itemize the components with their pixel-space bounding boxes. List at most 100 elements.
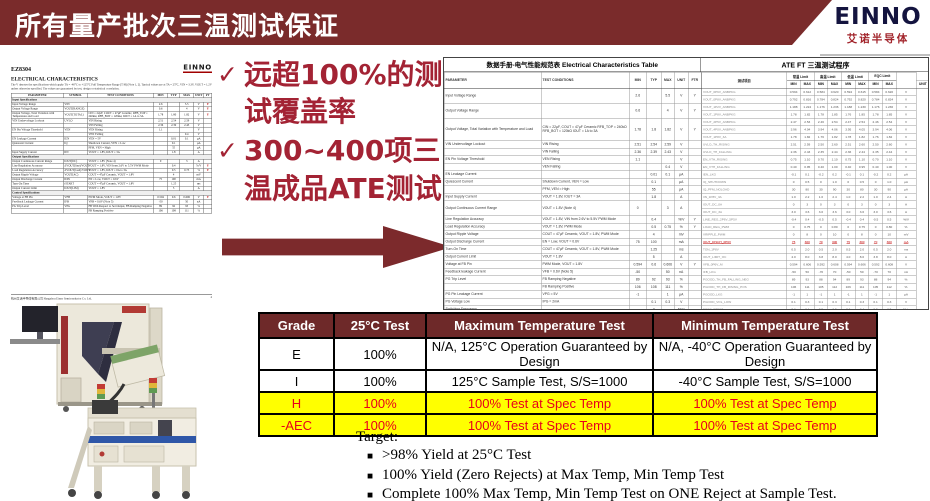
limit-cell: 1.10 (882, 155, 897, 164)
table-row: IOUT_DC_3A 3.0 3.6 3.0 3.6 3.0 3.6 3.0 3.6 A (701, 208, 928, 216)
limit-cell: 0.80 (827, 223, 842, 231)
limit-cell: 0 (813, 178, 828, 186)
condition-cell: Shutdown Current, VEN = Low (541, 178, 630, 186)
limit-cell: 1 (854, 290, 869, 299)
column-header: MIN (868, 80, 883, 89)
column-header: PARAMETER (444, 72, 542, 89)
parameter-cell (444, 283, 542, 291)
table-cell: I (258, 369, 335, 393)
value-cell (688, 148, 702, 156)
limit-cell: 106 (786, 283, 801, 291)
title-banner (0, 0, 832, 45)
limit-cell: 0.824 (827, 95, 842, 104)
footer-company: 杭州艾诺半导体有限公司 Hangzhou Einno Semiconductor… (11, 297, 92, 301)
value-cell: 5.5 (661, 88, 675, 104)
table-row: PG Voltage Low IPG = 2mA 0.1 0.3 V (444, 298, 702, 306)
unit-cell: %/V (895, 215, 917, 224)
limit-cell: -50 (841, 268, 856, 276)
limit-cell: 30 (786, 185, 801, 194)
column-header: MIN (786, 80, 801, 89)
condition-cell (541, 305, 630, 309)
limit-cell: 2.0 (827, 245, 842, 254)
limit-cell: 0 (841, 178, 856, 186)
test-item-cell: VOUT_1P2V_ANBPKG (701, 103, 787, 111)
limit-cell: 2.44 (882, 148, 897, 156)
condition-cell: VIN Rising (541, 140, 630, 149)
table-cell: -40°C Sample Test, S/S=1000 (652, 369, 878, 393)
condition-cell: COUT = 47µF Ceramic, VOUT = 1.8V, PWM Mo… (541, 230, 630, 239)
table-cell: 1.82 (179, 111, 194, 120)
limit-cell: -70 (868, 268, 883, 276)
limit-cell: 105 (868, 283, 883, 291)
table-row: PGOOD_TH_FB_RISING_POS 106 111 105 112 106 111… (701, 283, 928, 291)
unit-cell: A (895, 200, 917, 209)
table-row: IOUT_DC_0A 0 3 0 3 0 3 0 3 A (701, 200, 928, 209)
value-cell (688, 230, 702, 239)
limit-cell: 70 (813, 238, 828, 246)
target-block: Target: ■ >98% Yield at 25°C Test ■ 100% Yi… (356, 429, 837, 501)
unit-cell: V (895, 163, 917, 171)
value-cell: 2.59 (661, 140, 675, 149)
column-header: Minimum Temperature Test (652, 312, 878, 339)
value-cell: A (674, 193, 689, 201)
value-cell (688, 298, 702, 306)
table-row: PG Trip Level VPG FB With Respect to Set O… (10, 204, 213, 210)
test-item-cell: IFB_LKG (701, 268, 787, 276)
table-row: Turn-On Time tSTART COUT = 47µF Ceramic, V… (10, 181, 213, 187)
limit-cell: 0.2 (882, 170, 897, 179)
limit-cell: 0.784 (813, 95, 828, 104)
target-item: ■ 100% Yield (Zero Rejects) at Max Temp, … (356, 466, 837, 486)
limit-cell: 0.5 (813, 245, 828, 254)
table-row: Switching Frequency 3 MHz (444, 305, 702, 309)
unit-cell: µA (895, 290, 917, 299)
limit-cell: 0 (841, 230, 856, 239)
value-cell (646, 200, 662, 216)
column-header: MAX (854, 80, 869, 89)
limit-cell: 2.5 (813, 305, 828, 309)
limit-cell: 1.10 (827, 155, 842, 164)
limit-cell: 3 (882, 200, 897, 209)
unit-cell: ms (895, 245, 917, 254)
limit-cell: 3.94 (868, 125, 883, 134)
datasheet-footer: 杭州艾诺半导体有限公司 Hangzhou Einno Semiconductor… (11, 294, 212, 301)
table-cell: 106 (153, 208, 168, 214)
value-cell: µA (674, 170, 689, 179)
limit-cell: 0.2 (827, 170, 842, 179)
condition-cell (541, 88, 630, 104)
column-header: Maximum Temperature Test (425, 312, 654, 339)
value-cell: V (674, 260, 689, 269)
limit-cell: 1 (827, 290, 842, 299)
ate-spreadsheet: 数据手册-电气性能规范表 Electrical Characteristics … (443, 57, 929, 310)
condition-cell: VOUT = 1.8V (Note 4) (541, 200, 630, 216)
datasheet-inner: EZ8304 EINNO ELECTRICAL CHARACTERISTICS … (8, 62, 215, 302)
parameter-cell: Input Supply Current (444, 193, 542, 201)
limit-cell: 0.3 (827, 298, 842, 306)
condition-cell: PWM Mode, VOUT = 1.8V (541, 260, 630, 269)
value-cell: Y (688, 223, 702, 231)
parameter-cell: Switching Frequency (444, 305, 542, 309)
value-cell: 4 (661, 103, 675, 119)
parameter-cell: PG Pin Leakage Current (444, 290, 542, 299)
limit-cell: 75 (786, 238, 801, 246)
limit-cell: 0.40 (786, 163, 801, 171)
table-cell: 100% Test at Spec Temp (652, 391, 878, 415)
test-item-cell: IQ_PFM_NOLOAD (701, 185, 787, 194)
value-cell: 0.4 (661, 163, 675, 171)
value-cell (629, 170, 647, 179)
limit-cell: 1.230 (854, 103, 869, 111)
limit-cell: 50 (800, 268, 815, 276)
limit-cell: 0.792 (786, 95, 801, 104)
table-row: IFB_LKG -50 50 -70 70 -50 50 -70 70 nA (701, 268, 928, 276)
table-row: Output Current Limit VOUT = 1.8V 5 A (444, 253, 702, 261)
limit-cell: 2.4 (882, 193, 897, 201)
value-cell (688, 140, 702, 149)
limit-cell: 0.594 (841, 260, 856, 269)
limit-cell: 2.44 (854, 148, 869, 156)
value-cell: 4 (646, 230, 662, 239)
ate-left-table: PARAMETER TEST CONDITIONS MIN TYP MAX UNIT FTR… (444, 72, 702, 309)
datasheet-table: PARAMETER SYMBOL TEST CONDITIONS MIN TYP MAX U… (10, 93, 213, 214)
table-row: Output Voltage Range 0.6 4 V Y (444, 103, 702, 119)
check-icon: ✓ (217, 137, 238, 166)
value-cell: 100 (646, 238, 662, 246)
limit-cell: 0.40 (813, 163, 828, 171)
